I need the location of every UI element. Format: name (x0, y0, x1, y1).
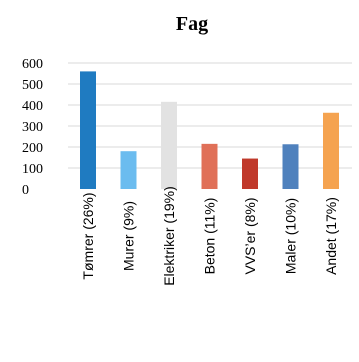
y-tick-label: 0 (22, 183, 29, 198)
x-tick-label: Maler (10%) (283, 198, 299, 274)
bar (201, 143, 218, 189)
y-tick-label: 500 (22, 78, 43, 93)
x-tick-label: Beton (11%) (202, 198, 218, 275)
bars (80, 71, 339, 189)
y-tick-label: 100 (22, 162, 43, 177)
x-tick-label: Murer (9%) (121, 201, 137, 271)
bar (242, 158, 258, 189)
y-tick-label: 200 (22, 141, 43, 156)
y-tick-label: 400 (22, 99, 43, 114)
bar (282, 144, 299, 189)
y-axis-ticks: 600 500 400 300 200 100 0 (22, 57, 43, 198)
y-tick-label: 300 (22, 120, 43, 135)
bar (120, 151, 137, 189)
x-tick-label: Elektriker (19%) (161, 186, 177, 286)
bar (161, 101, 177, 189)
bar (323, 112, 339, 189)
y-tick-label: 600 (22, 57, 43, 72)
x-tick-label: VVS’er (8%) (242, 197, 258, 274)
x-tick-label: Andet (17%) (323, 197, 339, 275)
x-tick-label: Tømrer (26%) (80, 192, 96, 279)
chart-title: Fag (176, 13, 208, 35)
bar (80, 71, 96, 189)
x-axis-ticks: Tømrer (26%) Murer (9%) Elektriker (19%) Be… (80, 186, 339, 286)
